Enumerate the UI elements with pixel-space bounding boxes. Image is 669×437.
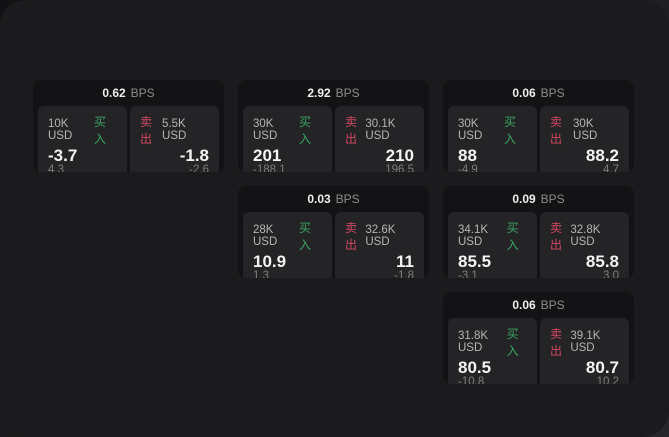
sell-price: 88.2 (585, 146, 619, 165)
sell-delta: 196.5 (385, 164, 414, 172)
spread-header: 0.03 BPS (238, 186, 429, 212)
sell-delta: 10.2 (596, 376, 619, 384)
buy-delta: 4.3 (48, 164, 64, 172)
spread-value: 0.06 (512, 86, 536, 100)
sell-size-label: 32.6K USD (365, 224, 396, 248)
spread-header: 0.09 BPS (443, 186, 634, 212)
bps-unit-label: BPS (335, 192, 360, 206)
sell-price: -1.8 (179, 146, 209, 165)
sell-size-label: 30K USD (573, 118, 598, 142)
sell-tile[interactable]: 卖出 30K USD 88.2 4.7 (540, 106, 629, 172)
spread-value: 2.92 (307, 86, 331, 100)
sell-side-label[interactable]: 卖出 (140, 115, 153, 146)
buy-price: 201 (253, 146, 282, 165)
buy-price: 80.5 (458, 358, 492, 377)
sell-price: 80.7 (585, 358, 619, 377)
buy-tile[interactable]: 10K USD 买入 -3.7 4.3 (38, 106, 127, 172)
buy-price: -3.7 (48, 146, 78, 165)
spread-header: 0.62 BPS (33, 80, 224, 106)
bps-unit-label: BPS (335, 86, 360, 100)
buy-price: 10.9 (253, 252, 287, 271)
buy-side-label[interactable]: 买入 (93, 115, 106, 146)
buy-size-label: 10K USD (48, 118, 73, 142)
sell-size-label: 32.8K USD (570, 224, 601, 248)
quote-card-body: 28K USD 买入 10.9 1.3 卖出 32.6K USD 11 -1.8 (238, 212, 429, 278)
sell-delta: 4.7 (603, 164, 619, 172)
sell-side-label[interactable]: 卖出 (550, 221, 563, 252)
buy-side-label[interactable]: 买入 (506, 327, 519, 358)
buy-tile[interactable]: 30K USD 买入 201 -188.1 (243, 106, 332, 172)
sell-side-label[interactable]: 卖出 (550, 115, 563, 146)
bps-unit-label: BPS (540, 86, 565, 100)
buy-side-label[interactable]: 买入 (506, 221, 519, 252)
sell-side-label[interactable]: 卖出 (550, 327, 563, 358)
spread-value: 0.06 (512, 298, 536, 312)
buy-size-label: 31.8K USD (458, 330, 489, 354)
buy-tile[interactable]: 34.1K USD 买入 85.5 -3.1 (448, 212, 537, 278)
spread-header: 2.92 BPS (238, 80, 429, 106)
sell-tile[interactable]: 卖出 30.1K USD 210 196.5 (335, 106, 424, 172)
sell-size-label: 39.1K USD (570, 330, 601, 354)
buy-delta: -188.1 (253, 164, 286, 172)
buy-tile[interactable]: 31.8K USD 买入 80.5 -10.8 (448, 318, 537, 384)
quote-card: 0.06 BPS 30K USD 买入 88 -4.9 卖出 30K USD 8… (443, 80, 634, 172)
sell-price: 11 (396, 252, 414, 271)
quote-card: 2.92 BPS 30K USD 买入 201 -188.1 卖出 30.1K … (238, 80, 429, 172)
bps-unit-label: BPS (130, 86, 155, 100)
buy-side-label[interactable]: 买入 (503, 115, 516, 146)
spread-value: 0.09 (512, 192, 536, 206)
quote-card: 0.62 BPS 10K USD 买入 -3.7 4.3 卖出 5.5K USD… (33, 80, 224, 172)
buy-side-label[interactable]: 买入 (298, 221, 311, 252)
buy-size-label: 30K USD (458, 118, 483, 142)
quote-card-body: 34.1K USD 买入 85.5 -3.1 卖出 32.8K USD 85.8… (443, 212, 634, 278)
bps-unit-label: BPS (540, 192, 565, 206)
buy-side-label[interactable]: 买入 (298, 115, 311, 146)
buy-tile[interactable]: 30K USD 买入 88 -4.9 (448, 106, 537, 172)
sell-tile[interactable]: 卖出 39.1K USD 80.7 10.2 (540, 318, 629, 384)
sell-price: 210 (385, 146, 414, 165)
quote-card-body: 10K USD 买入 -3.7 4.3 卖出 5.5K USD -1.8 -2.… (33, 106, 224, 172)
buy-delta: -10.8 (458, 376, 485, 384)
buy-delta: -3.1 (458, 270, 478, 278)
sell-size-label: 5.5K USD (162, 118, 187, 142)
buy-delta: -4.9 (458, 164, 478, 172)
sell-size-label: 30.1K USD (365, 118, 396, 142)
sell-price: 85.8 (585, 252, 619, 271)
quote-card-body: 31.8K USD 买入 80.5 -10.8 卖出 39.1K USD 80.… (443, 318, 634, 384)
sell-delta: -2.6 (189, 164, 209, 172)
buy-delta: 1.3 (253, 270, 269, 278)
spread-header: 0.06 BPS (443, 80, 634, 106)
cards-grid: 0.62 BPS 10K USD 买入 -3.7 4.3 卖出 5.5K USD… (33, 80, 634, 384)
bps-unit-label: BPS (540, 298, 565, 312)
sell-tile[interactable]: 卖出 32.6K USD 11 -1.8 (335, 212, 424, 278)
spread-value: 0.62 (102, 86, 126, 100)
quote-card-body: 30K USD 买入 88 -4.9 卖出 30K USD 88.2 4.7 (443, 106, 634, 172)
quote-card-body: 30K USD 买入 201 -188.1 卖出 30.1K USD 210 1… (238, 106, 429, 172)
sell-tile[interactable]: 卖出 5.5K USD -1.8 -2.6 (130, 106, 219, 172)
sell-tile[interactable]: 卖出 32.8K USD 85.8 3.0 (540, 212, 629, 278)
quote-card: 0.06 BPS 31.8K USD 买入 80.5 -10.8 卖出 39.1… (443, 292, 634, 384)
buy-price: 85.5 (458, 252, 492, 271)
quote-card: 0.03 BPS 28K USD 买入 10.9 1.3 卖出 32.6K US… (238, 186, 429, 278)
buy-size-label: 28K USD (253, 224, 278, 248)
quote-card: 0.09 BPS 34.1K USD 买入 85.5 -3.1 卖出 32.8K… (443, 186, 634, 278)
spread-header: 0.06 BPS (443, 292, 634, 318)
buy-price: 88 (458, 146, 477, 165)
buy-size-label: 30K USD (253, 118, 278, 142)
sell-side-label[interactable]: 卖出 (345, 221, 358, 252)
buy-size-label: 34.1K USD (458, 224, 489, 248)
sell-delta: 3.0 (603, 270, 619, 278)
buy-tile[interactable]: 28K USD 买入 10.9 1.3 (243, 212, 332, 278)
sell-side-label[interactable]: 卖出 (345, 115, 358, 146)
spread-value: 0.03 (307, 192, 331, 206)
sell-delta: -1.8 (394, 270, 414, 278)
